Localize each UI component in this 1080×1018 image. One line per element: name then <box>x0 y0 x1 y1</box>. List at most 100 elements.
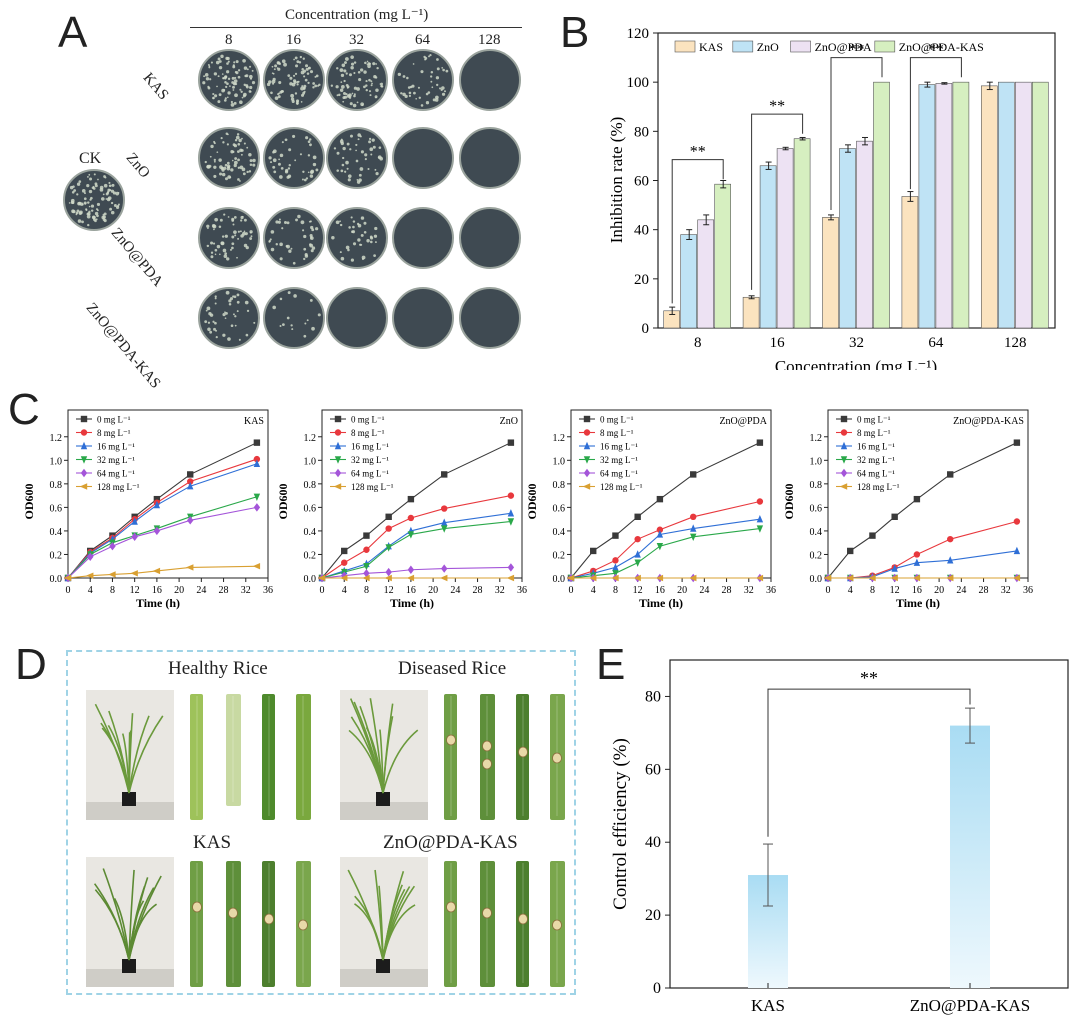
significance-label: ** <box>860 668 878 688</box>
data-point <box>63 574 72 582</box>
x-tick-label: 28 <box>473 585 483 596</box>
legend-item: 16 mg L⁻¹ <box>76 442 135 452</box>
y-tick-label: 0.0 <box>50 574 63 585</box>
data-point <box>913 551 921 558</box>
legend-label: ZnO@PDA <box>815 40 872 54</box>
petri-dish <box>326 287 388 349</box>
y-tick-label: 1.2 <box>304 433 317 444</box>
data-point <box>756 525 764 533</box>
y-tick-label: 60 <box>634 174 649 190</box>
data-point <box>846 574 854 582</box>
data-point <box>384 574 392 582</box>
y-tick-label: 0.8 <box>304 480 317 491</box>
data-point <box>253 459 261 468</box>
legend-item: 0 mg L⁻¹ <box>579 415 634 425</box>
data-point <box>656 543 664 551</box>
x-tick-label: 16 <box>912 585 922 596</box>
leaf-sample <box>550 861 565 987</box>
x-tick-label: 0 <box>569 585 574 596</box>
x-tick-label: 16 <box>152 585 162 596</box>
y-tick-label: 40 <box>634 223 649 239</box>
data-point <box>341 559 348 566</box>
y-tick-label: 0.8 <box>810 480 823 491</box>
petri-dish <box>198 49 260 111</box>
y-axis-label: OD600 <box>276 484 290 520</box>
data-point <box>506 574 515 582</box>
data-point <box>362 574 370 582</box>
lesion <box>298 919 308 931</box>
data-point <box>1013 439 1021 446</box>
data-point <box>341 547 348 555</box>
x-tick-label: 16 <box>406 585 416 596</box>
legend-item: 16 mg L⁻¹ <box>579 442 638 452</box>
data-point <box>153 495 161 503</box>
petri-dish <box>459 49 521 111</box>
bar <box>776 148 794 329</box>
data-point <box>634 550 641 558</box>
data-point <box>840 441 848 450</box>
y-tick-label: 0.8 <box>553 480 566 491</box>
series-line <box>570 528 760 579</box>
legend-item: 64 mg L⁻¹ <box>330 469 389 479</box>
x-tick-label: 12 <box>384 585 394 596</box>
petri-dish <box>459 207 521 269</box>
growth-plot: 0 4 8 12 16 20 24 28 32 36 0.0 0.2 0.4 0.6 0.8 1.0 1.2 Ti… <box>22 409 273 610</box>
x-tick-label: 4 <box>342 585 347 596</box>
data-point <box>187 471 194 478</box>
legend-item: ZnO@PDA <box>790 40 872 54</box>
data-point <box>947 556 954 564</box>
data-point <box>507 518 515 526</box>
plant-leaf <box>379 729 384 794</box>
legend-label: 128 mg L⁻¹ <box>97 482 140 492</box>
plant-leaf <box>382 729 419 794</box>
bar <box>793 138 811 329</box>
bar <box>918 84 936 329</box>
data-point <box>334 456 342 464</box>
y-tick-label: 0.0 <box>304 574 317 585</box>
data-point <box>441 505 448 512</box>
concentration-header-line <box>190 27 522 28</box>
plant-pot <box>122 959 136 973</box>
leaf-sample <box>226 694 241 806</box>
legend-item: 8 mg L⁻¹ <box>76 428 131 438</box>
x-tick-label: 28 <box>219 585 229 596</box>
plot-title: ZnO <box>500 416 518 427</box>
x-tick-label: 36 <box>263 585 273 596</box>
data-point <box>79 483 88 490</box>
data-point <box>441 564 448 573</box>
ck-label: CK <box>79 150 102 167</box>
x-tick-label: 16 <box>655 585 665 596</box>
series-line <box>570 500 761 579</box>
data-point <box>612 563 619 571</box>
data-point <box>756 514 764 523</box>
x-tick-label: 32 <box>1001 585 1011 596</box>
data-point <box>187 478 194 485</box>
data-point <box>253 439 261 446</box>
x-tick-label: 8 <box>870 585 875 596</box>
data-point <box>80 429 88 436</box>
x-tick-label: 28 <box>722 585 732 596</box>
petri-dish <box>392 287 454 349</box>
plant-leaf <box>382 703 394 794</box>
x-tick-label: 4 <box>591 585 596 596</box>
legend-item: 0 mg L⁻¹ <box>330 415 385 425</box>
x-tick-label: 4 <box>88 585 93 596</box>
x-tick-label: 24 <box>450 585 460 596</box>
data-point <box>1013 518 1021 525</box>
series-line <box>67 496 258 579</box>
data-point <box>913 558 921 566</box>
series-line <box>67 463 258 579</box>
legend-item: 8 mg L⁻¹ <box>579 428 634 438</box>
plot-title: KAS <box>244 416 264 427</box>
data-point <box>153 500 161 509</box>
plot-frame <box>67 409 269 579</box>
data-point <box>385 544 392 552</box>
data-point <box>947 471 954 478</box>
y-tick-label: 1.0 <box>553 456 566 467</box>
legend-label: 32 mg L⁻¹ <box>351 455 389 465</box>
photo-floor <box>340 969 428 987</box>
concentration-header: Concentration (mg L⁻¹) <box>285 7 429 23</box>
data-point <box>891 564 898 572</box>
x-tick-label: 12 <box>633 585 643 596</box>
data-point <box>913 495 921 503</box>
